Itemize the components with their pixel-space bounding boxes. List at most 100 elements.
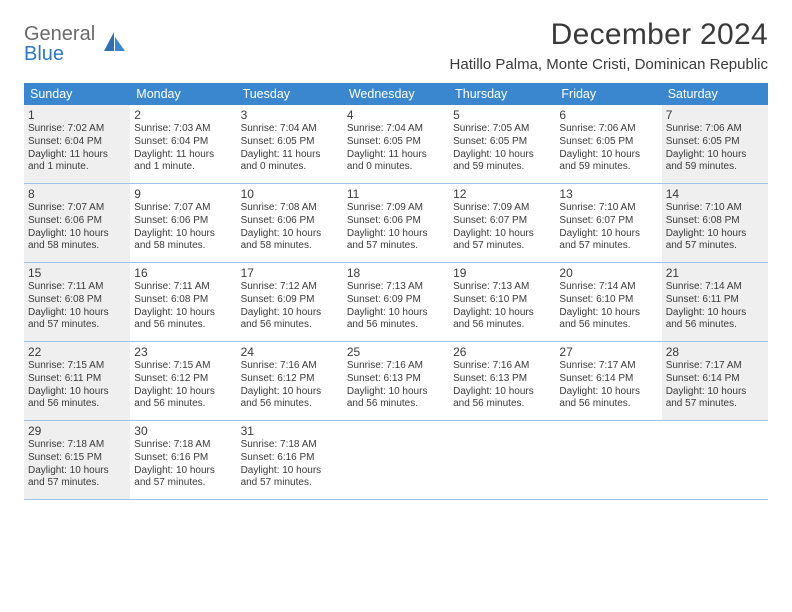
- daylight-text: Daylight: 11 hours and 0 minutes.: [347, 149, 445, 175]
- sunrise-text: Sunrise: 7:10 AM: [666, 202, 764, 215]
- daylight-text: Daylight: 10 hours and 57 minutes.: [28, 307, 126, 333]
- day-info: Sunrise: 7:18 AMSunset: 6:15 PMDaylight:…: [28, 439, 126, 490]
- day-number: 16: [134, 266, 232, 280]
- sunrise-text: Sunrise: 7:04 AM: [347, 123, 445, 136]
- daylight-text: Daylight: 11 hours and 1 minute.: [134, 149, 232, 175]
- day-header: Tuesday: [237, 83, 343, 105]
- day-info: Sunrise: 7:10 AMSunset: 6:07 PMDaylight:…: [559, 202, 657, 253]
- day-number: 12: [453, 187, 551, 201]
- day-number: 10: [241, 187, 339, 201]
- sunset-text: Sunset: 6:09 PM: [347, 294, 445, 307]
- logo-text-block: General Blue: [24, 24, 95, 64]
- sunrise-text: Sunrise: 7:10 AM: [559, 202, 657, 215]
- day-header: Monday: [130, 83, 236, 105]
- sunrise-text: Sunrise: 7:02 AM: [28, 123, 126, 136]
- day-info: Sunrise: 7:18 AMSunset: 6:16 PMDaylight:…: [241, 439, 339, 490]
- sunset-text: Sunset: 6:04 PM: [28, 136, 126, 149]
- daylight-text: Daylight: 10 hours and 59 minutes.: [666, 149, 764, 175]
- day-number: 4: [347, 108, 445, 122]
- weeks-container: 1Sunrise: 7:02 AMSunset: 6:04 PMDaylight…: [24, 105, 768, 500]
- day-header: Wednesday: [343, 83, 449, 105]
- day-number: 21: [666, 266, 764, 280]
- day-info: Sunrise: 7:16 AMSunset: 6:12 PMDaylight:…: [241, 360, 339, 411]
- day-cell: 1Sunrise: 7:02 AMSunset: 6:04 PMDaylight…: [24, 105, 130, 183]
- sunset-text: Sunset: 6:05 PM: [559, 136, 657, 149]
- week-row: 8 Sunrise: 7:07 AMSunset: 6:06 PM Daylight…: [24, 184, 768, 263]
- day-cell: 13Sunrise: 7:10 AMSunset: 6:07 PMDayligh…: [555, 184, 661, 262]
- week-row: 22Sunrise: 7:15 AMSunset: 6:11 PMDayligh…: [24, 342, 768, 421]
- daylight-text: Daylight: 10 hours and 57 minutes.: [666, 228, 764, 254]
- sunrise-text: Sunrise: 7:09 AM: [347, 202, 445, 215]
- day-cell: 28Sunrise: 7:17 AMSunset: 6:14 PMDayligh…: [662, 342, 768, 420]
- sunset-text: Sunset: 6:05 PM: [241, 136, 339, 149]
- sunset-text: Sunset: 6:13 PM: [453, 373, 551, 386]
- sunrise-text: Sunrise: 7:08 AM: [241, 202, 339, 215]
- day-cell: 9Sunrise: 7:07 AMSunset: 6:06 PMDaylight…: [130, 184, 236, 262]
- day-number: 23: [134, 345, 232, 359]
- daylight-text: Daylight: 10 hours and 57 minutes.: [347, 228, 445, 254]
- day-info: Sunrise: 7:10 AMSunset: 6:08 PMDaylight:…: [666, 202, 764, 253]
- day-cell: 21Sunrise: 7:14 AMSunset: 6:11 PMDayligh…: [662, 263, 768, 341]
- daylight-text: Daylight: 10 hours and 56 minutes.: [347, 386, 445, 412]
- daylight-text: Daylight: 10 hours and 58 minutes.: [28, 228, 126, 254]
- day-info: Sunrise: 7:11 AMSunset: 6:08 PMDaylight:…: [134, 281, 232, 332]
- day-info: Sunrise: 7:16 AMSunset: 6:13 PMDaylight:…: [347, 360, 445, 411]
- day-number: 9: [134, 187, 232, 201]
- day-number: 1: [28, 108, 126, 122]
- calendar: SundayMondayTuesdayWednesdayThursdayFrid…: [24, 83, 768, 500]
- day-info: Sunrise: 7:08 AMSunset: 6:06 PMDaylight:…: [241, 202, 339, 253]
- sunrise-text: Sunrise: 7:07 AM: [134, 202, 232, 215]
- sunrise-text: Sunrise: 7:11 AM: [28, 281, 126, 294]
- sunrise-text: Sunrise: 7:18 AM: [134, 439, 232, 452]
- day-number: 8: [28, 187, 126, 201]
- daylight-text: Daylight: 10 hours and 56 minutes.: [453, 307, 551, 333]
- sunrise-text: Sunrise: 7:17 AM: [559, 360, 657, 373]
- sunrise-text: Sunrise: 7:06 AM: [559, 123, 657, 136]
- day-number: 7: [666, 108, 764, 122]
- sunset-text: Sunset: 6:16 PM: [241, 452, 339, 465]
- week-row: 29Sunrise: 7:18 AMSunset: 6:15 PMDayligh…: [24, 421, 768, 500]
- daylight-text: Daylight: 10 hours and 56 minutes.: [134, 307, 232, 333]
- sunset-text: Sunset: 6:05 PM: [666, 136, 764, 149]
- day-number: 14: [666, 187, 764, 201]
- day-number: 20: [559, 266, 657, 280]
- day-number: 17: [241, 266, 339, 280]
- sunrise-text: Sunrise: 7:16 AM: [241, 360, 339, 373]
- daylight-text: Daylight: 10 hours and 57 minutes.: [666, 386, 764, 412]
- logo-text-general: General: [24, 24, 95, 44]
- sunrise-text: Sunrise: 7:05 AM: [453, 123, 551, 136]
- day-number: 11: [347, 187, 445, 201]
- day-info: Sunrise: 7:09 AMSunset: 6:07 PMDaylight:…: [453, 202, 551, 253]
- daylight-text: Daylight: 10 hours and 56 minutes.: [453, 386, 551, 412]
- day-info: Sunrise: 7:04 AMSunset: 6:05 PMDaylight:…: [241, 123, 339, 174]
- daylight-text: Daylight: 10 hours and 56 minutes.: [28, 386, 126, 412]
- day-info: Sunrise: 7:17 AMSunset: 6:14 PMDaylight:…: [559, 360, 657, 411]
- sunset-text: Sunset: 6:15 PM: [28, 452, 126, 465]
- sunset-text: Sunset: 6:11 PM: [666, 294, 764, 307]
- sunset-text: Sunset: 6:06 PM: [134, 215, 232, 228]
- daylight-text: Daylight: 10 hours and 59 minutes.: [559, 149, 657, 175]
- day-cell: 18Sunrise: 7:13 AMSunset: 6:09 PMDayligh…: [343, 263, 449, 341]
- day-info: Sunrise: 7:17 AMSunset: 6:14 PMDaylight:…: [666, 360, 764, 411]
- day-info: Sunrise: 7:03 AMSunset: 6:04 PMDaylight:…: [134, 123, 232, 174]
- header: General Blue December 2024 Hatillo Palma…: [24, 18, 768, 73]
- day-cell: 3Sunrise: 7:04 AMSunset: 6:05 PMDaylight…: [237, 105, 343, 183]
- day-info: Sunrise: 7:02 AMSunset: 6:04 PMDaylight:…: [28, 123, 126, 174]
- day-info: Sunrise: 7:14 AMSunset: 6:11 PMDaylight:…: [666, 281, 764, 332]
- day-cell: 17Sunrise: 7:12 AMSunset: 6:09 PMDayligh…: [237, 263, 343, 341]
- sunset-text: Sunset: 6:08 PM: [666, 215, 764, 228]
- sunset-text: Sunset: 6:12 PM: [134, 373, 232, 386]
- day-cell: 19Sunrise: 7:13 AMSunset: 6:10 PMDayligh…: [449, 263, 555, 341]
- sunset-text: Sunset: 6:04 PM: [134, 136, 232, 149]
- day-cell: [662, 421, 768, 499]
- day-cell: 4Sunrise: 7:04 AMSunset: 6:05 PMDaylight…: [343, 105, 449, 183]
- day-info: Sunrise: 7:18 AMSunset: 6:16 PMDaylight:…: [134, 439, 232, 490]
- week-row: 15Sunrise: 7:11 AMSunset: 6:08 PMDayligh…: [24, 263, 768, 342]
- day-number: 27: [559, 345, 657, 359]
- day-info: Sunrise: 7:13 AMSunset: 6:09 PMDaylight:…: [347, 281, 445, 332]
- daylight-text: Daylight: 10 hours and 56 minutes.: [559, 386, 657, 412]
- sail-icon: [101, 29, 127, 60]
- sunset-text: Sunset: 6:10 PM: [453, 294, 551, 307]
- sunrise-text: Sunrise: 7:12 AM: [241, 281, 339, 294]
- sunrise-text: Sunrise: 7:15 AM: [28, 360, 126, 373]
